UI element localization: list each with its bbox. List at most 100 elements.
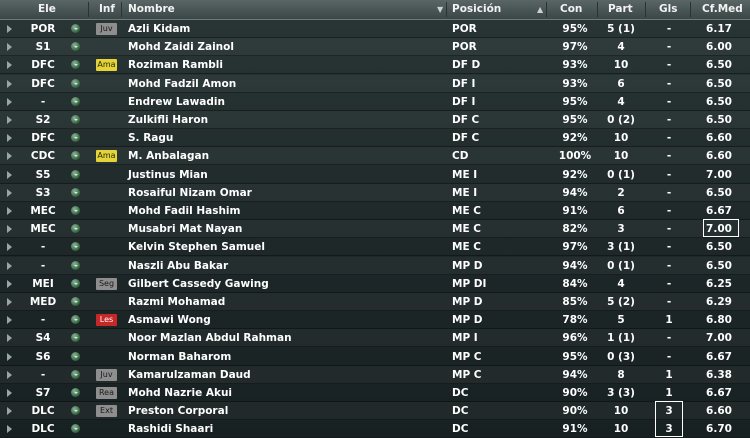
table-row[interactable]: CDC Ama M. Anbalagan CD 100% 10 - 6.60 xyxy=(0,147,750,166)
table-row[interactable]: - Naszli Abu Bakar MP D 94% 0 (1) - 6.50 xyxy=(0,257,750,275)
table-row[interactable]: DLC Rashidi Shaari DC 91% 10 3 6.70 xyxy=(0,420,750,438)
status-dot-icon[interactable] xyxy=(71,202,81,220)
table-row[interactable]: DFC Ama Roziman Rambli DF D 93% 10 - 6.50 xyxy=(0,56,750,75)
expand-arrow-icon[interactable] xyxy=(4,38,12,56)
status-dot-icon[interactable] xyxy=(71,38,81,56)
cell-name[interactable]: Endrew Lawadin xyxy=(128,95,225,108)
expand-arrow-icon[interactable] xyxy=(4,20,12,38)
expand-arrow-icon[interactable] xyxy=(4,147,12,165)
table-row[interactable]: POR Juv Azli Kidam POR 95% 5 (1) - 6.17 xyxy=(0,20,750,38)
table-row[interactable]: DLC Ext Preston Corporal DC 90% 10 3 6.60 xyxy=(0,402,750,421)
cell-name[interactable]: Norman Baharom xyxy=(128,350,232,363)
header-inf[interactable]: Inf xyxy=(99,3,115,15)
status-dot-icon[interactable] xyxy=(71,111,81,129)
status-dot-icon[interactable] xyxy=(71,166,81,184)
expand-arrow-icon[interactable] xyxy=(4,75,12,93)
table-row[interactable]: MEC Musabri Mat Nayan ME C 82% 3 - 7.00 xyxy=(0,220,750,239)
table-row[interactable]: MED Razmi Mohamad MP D 85% 5 (2) - 6.29 xyxy=(0,293,750,311)
header-con[interactable]: Con xyxy=(560,3,583,15)
cell-name[interactable]: Rosaiful Nizam Omar xyxy=(128,186,252,199)
status-dot-icon[interactable] xyxy=(71,329,81,347)
table-row[interactable]: - Juv Kamarulzaman Daud MP C 94% 8 1 6.38 xyxy=(0,366,750,384)
status-dot-icon[interactable] xyxy=(71,366,81,384)
cell-name[interactable]: Preston Corporal xyxy=(128,405,229,418)
cell-name[interactable]: Mohd Fadil Hashim xyxy=(128,205,241,217)
expand-arrow-icon[interactable] xyxy=(4,257,12,275)
header-role[interactable]: Posición xyxy=(452,3,502,15)
status-dot-icon[interactable] xyxy=(71,129,81,147)
table-row[interactable]: S5 Justinus Mian ME I 92% 0 (1) - 7.00 xyxy=(0,166,750,184)
expand-arrow-icon[interactable] xyxy=(4,348,12,366)
status-dot-icon[interactable] xyxy=(71,257,81,275)
sort-asc-icon[interactable]: ▲ xyxy=(537,5,544,14)
expand-arrow-icon[interactable] xyxy=(4,366,12,384)
expand-arrow-icon[interactable] xyxy=(4,166,12,184)
table-row[interactable]: S7 Rea Mohd Nazrie Akui DC 90% 3 (3) 1 6.67 xyxy=(0,384,750,402)
expand-arrow-icon[interactable] xyxy=(4,329,12,347)
cell-name[interactable]: Musabri Mat Nayan xyxy=(128,223,243,236)
cell-name[interactable]: Mohd Nazrie Akui xyxy=(128,387,233,399)
status-dot-icon[interactable] xyxy=(71,20,81,38)
sort-desc-icon[interactable]: ▼ xyxy=(437,5,444,14)
cell-name[interactable]: Gilbert Cassedy Gawing xyxy=(128,277,269,290)
status-dot-icon[interactable] xyxy=(71,184,81,202)
table-row[interactable]: MEC Mohd Fadil Hashim ME C 91% 6 - 6.67 xyxy=(0,202,750,220)
table-row[interactable]: S2 Zulkifli Haron DF C 95% 0 (2) - 6.50 xyxy=(0,111,750,129)
cell-name[interactable]: Zulkifli Haron xyxy=(128,114,209,126)
table-row[interactable]: S3 Rosaiful Nizam Omar ME I 94% 2 - 6.50 xyxy=(0,184,750,202)
table-row[interactable]: - Les Asmawi Wong MP D 78% 5 1 6.80 xyxy=(0,311,750,330)
expand-arrow-icon[interactable] xyxy=(4,275,12,293)
cell-name[interactable]: Justinus Mian xyxy=(128,168,208,181)
cell-name[interactable]: Naszli Abu Bakar xyxy=(128,259,229,272)
status-dot-icon[interactable] xyxy=(71,93,81,111)
status-dot-icon[interactable] xyxy=(71,238,81,256)
table-row[interactable]: S4 Noor Mazlan Abdul Rahman MP I 96% 1 (1) - 7… xyxy=(0,329,750,348)
expand-arrow-icon[interactable] xyxy=(4,402,12,420)
expand-arrow-icon[interactable] xyxy=(4,129,12,147)
table-row[interactable]: S1 Mohd Zaidi Zainol POR 97% 4 - 6.00 xyxy=(0,38,750,57)
cell-name[interactable]: Asmawi Wong xyxy=(128,314,211,327)
cell-name[interactable]: Kamarulzaman Daud xyxy=(128,368,251,381)
expand-arrow-icon[interactable] xyxy=(4,184,12,202)
table-row[interactable]: DFC Mohd Fadzil Amon DF I 93% 6 - 6.50 xyxy=(0,75,750,93)
expand-arrow-icon[interactable] xyxy=(4,238,12,256)
cell-name[interactable]: Azli Kidam xyxy=(128,23,191,35)
expand-arrow-icon[interactable] xyxy=(4,93,12,111)
status-dot-icon[interactable] xyxy=(71,348,81,366)
status-dot-icon[interactable] xyxy=(71,293,81,311)
cell-name[interactable]: S. Ragu xyxy=(128,132,174,145)
table-row[interactable]: - Endrew Lawadin DF I 95% 4 - 6.50 xyxy=(0,93,750,111)
status-dot-icon[interactable] xyxy=(71,420,81,438)
table-row[interactable]: MEI Seg Gilbert Cassedy Gawing MP DI 84% 4 - 6.… xyxy=(0,275,750,293)
cell-name[interactable]: Razmi Mohamad xyxy=(128,296,226,308)
cell-name[interactable]: M. Anbalagan xyxy=(128,150,210,163)
status-dot-icon[interactable] xyxy=(71,384,81,402)
cell-name[interactable]: Mohd Fadzil Amon xyxy=(128,77,237,90)
header-gls[interactable]: Gls xyxy=(659,3,678,15)
status-dot-icon[interactable] xyxy=(71,56,81,74)
expand-arrow-icon[interactable] xyxy=(4,293,12,311)
expand-arrow-icon[interactable] xyxy=(4,384,12,402)
expand-arrow-icon[interactable] xyxy=(4,111,12,129)
cell-name[interactable]: Noor Mazlan Abdul Rahman xyxy=(128,332,292,345)
header-cf[interactable]: Cf.Med xyxy=(702,3,743,15)
table-row[interactable]: - Kelvin Stephen Samuel ME C 97% 3 (1) - 6.50 xyxy=(0,238,750,257)
status-dot-icon[interactable] xyxy=(71,275,81,293)
expand-arrow-icon[interactable] xyxy=(4,202,12,220)
table-row[interactable]: DFC S. Ragu DF C 92% 10 - 6.60 xyxy=(0,129,750,148)
expand-arrow-icon[interactable] xyxy=(4,220,12,238)
header-pos[interactable]: Ele xyxy=(38,3,56,15)
status-dot-icon[interactable] xyxy=(71,147,81,165)
table-row[interactable]: S6 Norman Baharom MP C 95% 0 (3) - 6.67 xyxy=(0,348,750,366)
status-dot-icon[interactable] xyxy=(71,75,81,93)
expand-arrow-icon[interactable] xyxy=(4,311,12,329)
status-dot-icon[interactable] xyxy=(71,220,81,238)
status-dot-icon[interactable] xyxy=(71,402,81,420)
cell-name[interactable]: Kelvin Stephen Samuel xyxy=(128,241,265,254)
cell-name[interactable]: Mohd Zaidi Zainol xyxy=(128,41,234,54)
expand-arrow-icon[interactable] xyxy=(4,420,12,438)
header-part[interactable]: Part xyxy=(608,3,633,15)
expand-arrow-icon[interactable] xyxy=(4,56,12,74)
cell-name[interactable]: Roziman Rambli xyxy=(128,59,223,72)
header-name[interactable]: Nombre xyxy=(128,3,175,15)
